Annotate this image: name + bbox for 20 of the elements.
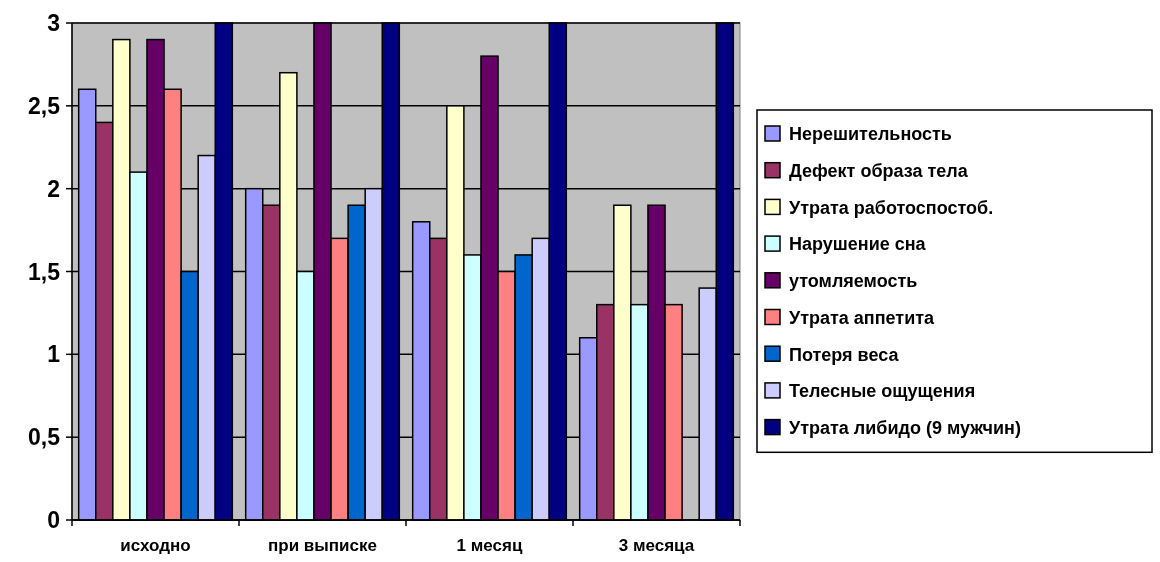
y-tick-label: 3 bbox=[47, 10, 60, 37]
legend-label: Утрата работоспостоб. bbox=[789, 197, 994, 218]
x-tick-label: исходно bbox=[120, 536, 191, 555]
x-tick-label: при выписке bbox=[268, 536, 377, 555]
legend-label: Нерешительность bbox=[789, 124, 952, 145]
y-tick-label: 1,5 bbox=[28, 258, 61, 285]
y-tick-label: 0 bbox=[47, 507, 60, 534]
legend-label: Телесные ощущения bbox=[789, 381, 976, 402]
legend-label: Утрата либидо (9 мужчин) bbox=[789, 417, 1021, 438]
x-tick-label: 1 месяц bbox=[456, 536, 523, 555]
y-tick-label: 2,5 bbox=[28, 92, 61, 119]
y-tick-label: 1 bbox=[47, 341, 61, 368]
legend-label: Утрата аппетита bbox=[789, 307, 936, 328]
y-tick-label: 0,5 bbox=[28, 424, 61, 451]
legend-label: Дефект образа тела bbox=[789, 161, 969, 181]
legend-label: утомляемость bbox=[789, 271, 918, 292]
legend-label: Потеря веса bbox=[789, 344, 900, 365]
x-tick-label: 3 месяца bbox=[618, 536, 695, 555]
y-tick-label: 2 bbox=[47, 175, 60, 202]
legend-label: Нарушение сна bbox=[789, 234, 927, 255]
